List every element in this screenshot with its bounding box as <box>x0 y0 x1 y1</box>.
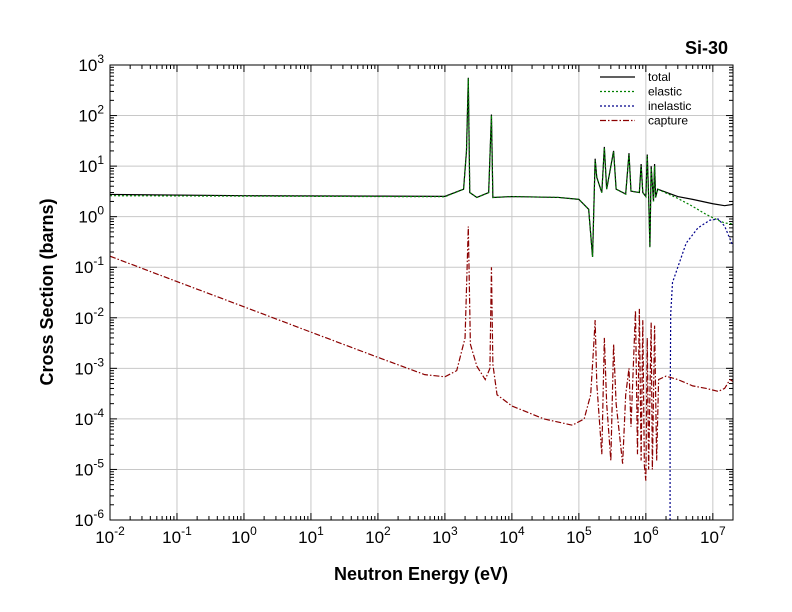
y-tick-label: 10-1 <box>74 254 104 277</box>
x-tick-label: 106 <box>633 524 659 547</box>
x-tick-labels: 10-2 10-1 100 101 102 103 104 105 106 107 <box>95 524 726 547</box>
x-tick-label: 10-2 <box>95 524 125 547</box>
y-tick-labels: 10-6 10-5 10-4 10-3 10-2 10-1 100 101 102 103 <box>74 52 104 530</box>
y-tick-label: 10-2 <box>74 305 104 328</box>
x-axis-label: Neutron Energy (eV) <box>334 564 508 584</box>
legend-label: capture <box>648 114 688 128</box>
y-tick-label: 100 <box>78 204 104 227</box>
legend-label: total <box>648 70 671 84</box>
y-tick-label: 10-6 <box>74 507 104 530</box>
legend-label: inelastic <box>648 99 691 113</box>
x-tick-label: 107 <box>700 524 726 547</box>
plot-frame <box>109 64 734 521</box>
y-tick-label: 10-3 <box>74 355 104 378</box>
y-axis-label: Cross Section (barns) <box>37 198 57 385</box>
series-line-capture <box>110 226 733 481</box>
x-tick-label: 103 <box>432 524 458 547</box>
x-tick-label: 105 <box>566 524 592 547</box>
series-line-elastic <box>110 78 733 257</box>
y-tick-label: 102 <box>78 103 104 126</box>
plot-background <box>110 65 733 520</box>
series-line-inelastic <box>669 218 733 520</box>
y-tick-label: 103 <box>78 52 104 75</box>
chart-title: Si-30 <box>685 38 728 58</box>
x-tick-label: 104 <box>499 524 525 547</box>
y-tick-label: 10-4 <box>74 406 104 429</box>
x-tick-label: 10-1 <box>162 524 192 547</box>
x-tick-label: 100 <box>231 524 257 547</box>
x-tick-label: 101 <box>298 524 324 547</box>
series-layer <box>110 77 733 520</box>
y-tick-label: 10-5 <box>74 456 104 479</box>
x-tick-label: 102 <box>365 524 391 547</box>
y-tick-label: 101 <box>78 153 104 176</box>
legend-label: elastic <box>648 85 682 99</box>
